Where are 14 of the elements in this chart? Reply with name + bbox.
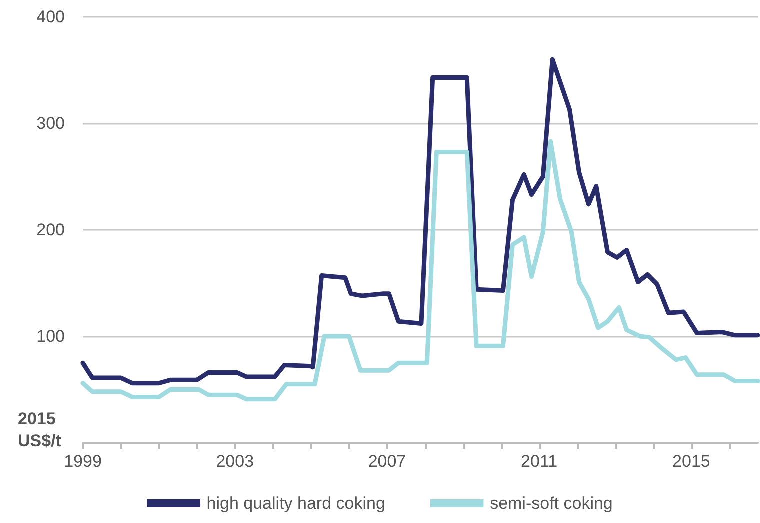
y-axis-title: 2015 US$/t [18, 410, 62, 450]
x-tick-label: 2011 [521, 452, 558, 471]
line-series [80, 57, 760, 386]
y-tick-label: 400 [36, 8, 65, 26]
x-tick-label: 2015 [672, 452, 710, 471]
y-tick-label: 100 [36, 327, 65, 346]
x-tick-label: 1999 [64, 452, 102, 471]
y-tick-label: 300 [36, 114, 65, 133]
legend-label: high quality hard coking [206, 494, 386, 513]
line-series [80, 139, 760, 402]
x-tick-label: 2007 [368, 452, 406, 471]
y-tick-label: 200 [36, 220, 65, 240]
legend-label: semi-soft coking [490, 494, 613, 513]
x-tick-label: 2003 [216, 452, 254, 471]
